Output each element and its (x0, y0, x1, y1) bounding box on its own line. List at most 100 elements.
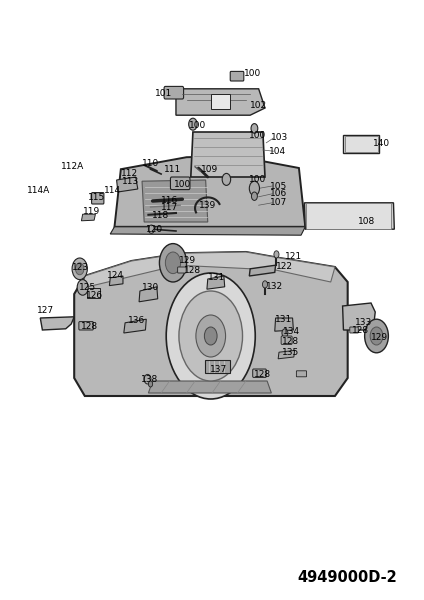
Polygon shape (114, 156, 305, 227)
Circle shape (262, 281, 268, 288)
Text: 100: 100 (244, 69, 261, 78)
Text: 117: 117 (161, 202, 178, 211)
Text: 108: 108 (358, 217, 375, 226)
Text: 122: 122 (276, 262, 293, 271)
FancyBboxPatch shape (230, 71, 244, 81)
Text: 101: 101 (155, 88, 172, 97)
FancyBboxPatch shape (211, 94, 230, 109)
Circle shape (159, 244, 187, 282)
Circle shape (189, 118, 197, 130)
Text: 100: 100 (249, 175, 266, 185)
Text: 4949000D-2: 4949000D-2 (298, 570, 398, 584)
FancyBboxPatch shape (253, 369, 266, 377)
Text: 109: 109 (201, 165, 218, 174)
Text: 120: 120 (146, 224, 163, 233)
Text: 104: 104 (269, 146, 286, 155)
FancyBboxPatch shape (281, 336, 292, 344)
FancyBboxPatch shape (178, 267, 186, 273)
Text: 129: 129 (179, 256, 196, 265)
Text: 136: 136 (128, 316, 145, 325)
FancyBboxPatch shape (205, 360, 230, 373)
Text: 100: 100 (249, 130, 266, 139)
Text: 132: 132 (266, 283, 283, 291)
Text: 113: 113 (122, 176, 139, 186)
Text: 124: 124 (107, 271, 124, 280)
Text: 115: 115 (88, 193, 105, 202)
Polygon shape (176, 89, 265, 115)
Text: 121: 121 (285, 252, 302, 262)
Polygon shape (343, 303, 375, 330)
FancyBboxPatch shape (79, 322, 93, 330)
Circle shape (166, 273, 255, 399)
Polygon shape (278, 350, 295, 359)
FancyBboxPatch shape (296, 371, 307, 377)
Circle shape (179, 291, 243, 381)
Circle shape (148, 381, 153, 387)
Polygon shape (148, 381, 271, 393)
Text: 118: 118 (152, 211, 169, 220)
Circle shape (370, 327, 383, 345)
Circle shape (274, 251, 279, 258)
Polygon shape (207, 276, 225, 289)
Polygon shape (191, 132, 265, 177)
Text: 131: 131 (208, 272, 225, 281)
Polygon shape (40, 317, 74, 330)
Polygon shape (83, 252, 335, 288)
Circle shape (75, 263, 84, 275)
Polygon shape (74, 252, 348, 396)
FancyBboxPatch shape (345, 136, 378, 152)
Text: 129: 129 (371, 332, 388, 341)
Text: 128: 128 (352, 326, 369, 335)
Circle shape (365, 319, 388, 353)
FancyBboxPatch shape (87, 288, 100, 298)
Circle shape (148, 225, 154, 233)
Text: 102: 102 (250, 100, 267, 109)
Text: 138: 138 (141, 374, 158, 384)
Text: 139: 139 (199, 200, 216, 209)
Text: 131: 131 (275, 314, 292, 323)
Text: 119: 119 (83, 208, 100, 216)
Polygon shape (304, 203, 394, 229)
Text: 137: 137 (210, 365, 227, 374)
Text: 114A: 114A (27, 186, 50, 195)
Polygon shape (139, 287, 158, 302)
Circle shape (196, 315, 226, 357)
Text: 128: 128 (254, 370, 271, 379)
FancyBboxPatch shape (306, 203, 391, 229)
Circle shape (222, 173, 231, 185)
Text: 130: 130 (142, 283, 159, 292)
Circle shape (251, 124, 258, 133)
Circle shape (249, 181, 259, 196)
Circle shape (72, 258, 87, 280)
Polygon shape (109, 276, 123, 286)
Text: 140: 140 (373, 139, 390, 148)
Text: 107: 107 (271, 198, 287, 207)
FancyBboxPatch shape (170, 177, 190, 190)
Text: 128: 128 (282, 337, 299, 346)
Text: 100: 100 (189, 121, 206, 130)
Text: 126: 126 (86, 290, 103, 299)
FancyBboxPatch shape (164, 86, 184, 99)
Circle shape (251, 192, 257, 200)
FancyBboxPatch shape (92, 193, 104, 204)
Text: 100: 100 (174, 180, 191, 188)
Text: 127: 127 (37, 306, 54, 316)
Text: 125: 125 (79, 283, 96, 292)
Text: 116: 116 (161, 196, 178, 205)
Polygon shape (117, 177, 138, 192)
Text: 134: 134 (283, 328, 300, 336)
Text: 103: 103 (271, 133, 288, 142)
Text: 114: 114 (104, 185, 121, 194)
Text: 128: 128 (184, 266, 201, 275)
Text: 133: 133 (355, 318, 372, 326)
Polygon shape (81, 214, 95, 221)
Circle shape (165, 252, 181, 274)
Circle shape (77, 280, 88, 295)
Circle shape (204, 327, 217, 345)
Text: 111: 111 (164, 165, 181, 174)
Polygon shape (142, 180, 208, 222)
Text: 112A: 112A (61, 162, 84, 172)
Text: 105: 105 (271, 182, 287, 191)
Polygon shape (343, 135, 379, 153)
Text: 123: 123 (72, 263, 89, 272)
